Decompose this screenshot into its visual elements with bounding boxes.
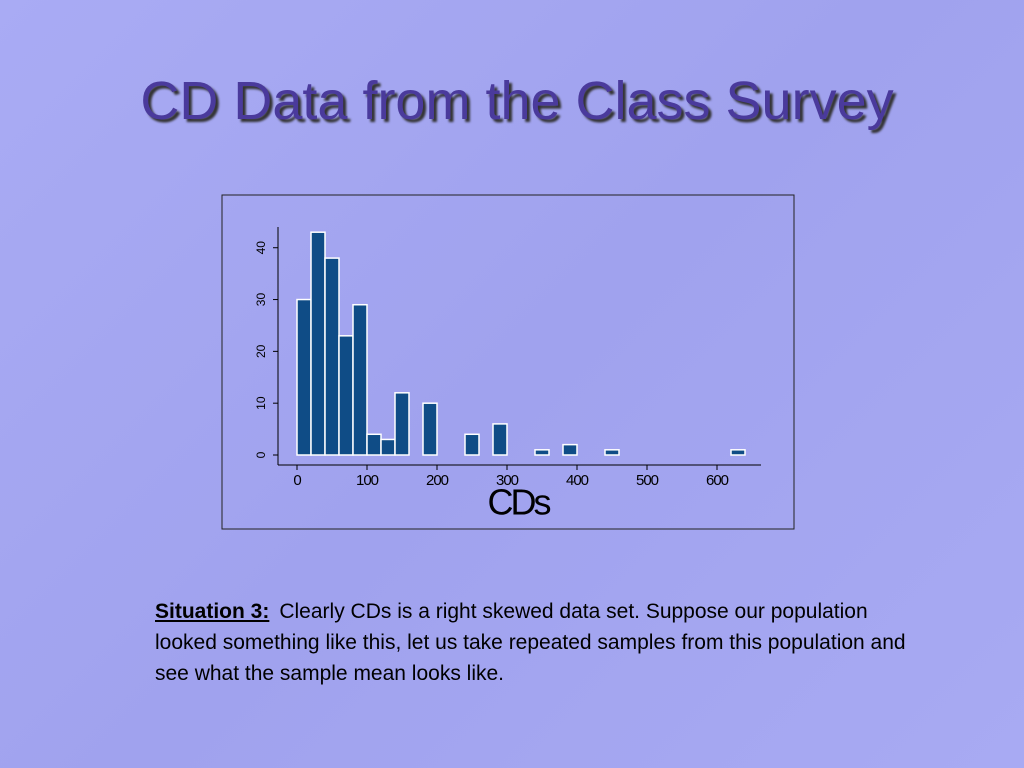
y-tick-label: 0 bbox=[254, 451, 268, 458]
slide-title: CD Data from the Class Survey bbox=[140, 71, 894, 131]
histogram-bar bbox=[310, 231, 326, 456]
x-tick-label: 0 bbox=[293, 472, 301, 489]
y-tick-label: 30 bbox=[254, 293, 268, 307]
x-tick-label: 400 bbox=[566, 472, 589, 489]
caption-text: Clearly CDs is a right skewed data set. … bbox=[155, 600, 906, 685]
x-tick-label: 100 bbox=[356, 472, 379, 489]
chart-frame bbox=[221, 194, 795, 530]
histogram-bar bbox=[422, 402, 438, 456]
histogram-bar bbox=[730, 449, 746, 456]
histogram-bar bbox=[492, 423, 508, 456]
y-tick-label: 20 bbox=[254, 344, 268, 358]
caption-label: Situation 3: bbox=[155, 600, 270, 623]
histogram-bar bbox=[534, 449, 550, 456]
histogram-bar bbox=[352, 303, 368, 456]
y-tick-label: 40 bbox=[254, 241, 268, 255]
x-tick-label: 300 bbox=[496, 472, 519, 489]
x-tick-label: 200 bbox=[426, 472, 449, 489]
histogram-bar bbox=[366, 433, 382, 456]
histogram-bar bbox=[604, 449, 620, 456]
x-tick-label: 600 bbox=[706, 472, 729, 489]
y-tick-label: 10 bbox=[254, 396, 268, 410]
histogram-bar bbox=[296, 298, 312, 456]
caption: Situation 3: Clearly CDs is a right skewe… bbox=[155, 596, 925, 689]
x-tick-label: 500 bbox=[636, 472, 659, 489]
histogram-bar bbox=[324, 257, 340, 456]
x-axis-label: CDs bbox=[488, 482, 551, 523]
histogram-bar bbox=[338, 335, 354, 456]
histogram-bar bbox=[562, 443, 578, 456]
histogram-bar bbox=[380, 438, 396, 456]
histogram-bar bbox=[464, 433, 480, 456]
histogram-bar bbox=[394, 392, 410, 456]
